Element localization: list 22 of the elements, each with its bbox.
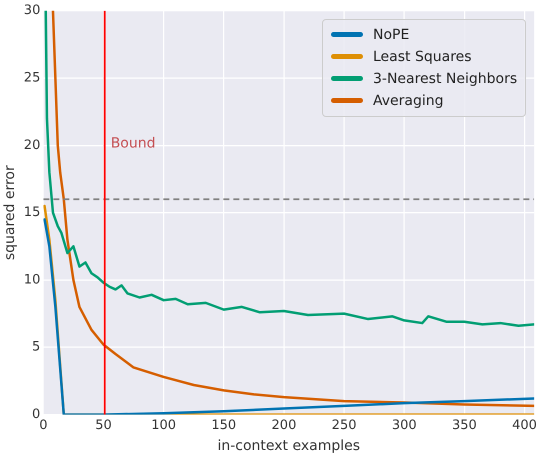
- y-tick-label: 30: [24, 3, 40, 18]
- x-tick-label: 400: [512, 418, 537, 433]
- y-axis-title: squared error: [2, 165, 18, 260]
- legend-label: 3-Nearest Neighbors: [372, 70, 518, 87]
- x-tick-label: 300: [392, 418, 417, 433]
- y-tick-label: 15: [24, 205, 40, 220]
- x-tick-label: 200: [272, 418, 296, 433]
- legend-label: NoPE: [372, 26, 410, 43]
- legend-label: Averaging: [372, 92, 444, 109]
- legend-label: Least Squares: [372, 48, 472, 65]
- x-tick-label: 50: [95, 418, 112, 433]
- y-tick-label: 25: [24, 70, 40, 86]
- x-tick-label: 150: [211, 418, 236, 433]
- y-tick-label: 0: [32, 406, 40, 422]
- x-tick-label: 250: [332, 418, 356, 433]
- ref-line-label: Bound: [110, 136, 156, 152]
- y-tick-label: 20: [24, 138, 40, 153]
- y-tick-label: 10: [24, 272, 40, 288]
- x-axis-title: in-context examples: [217, 438, 360, 454]
- y-tick-label: 5: [32, 340, 40, 355]
- x-tick-label: 350: [452, 418, 477, 433]
- x-tick-label: 100: [151, 418, 176, 433]
